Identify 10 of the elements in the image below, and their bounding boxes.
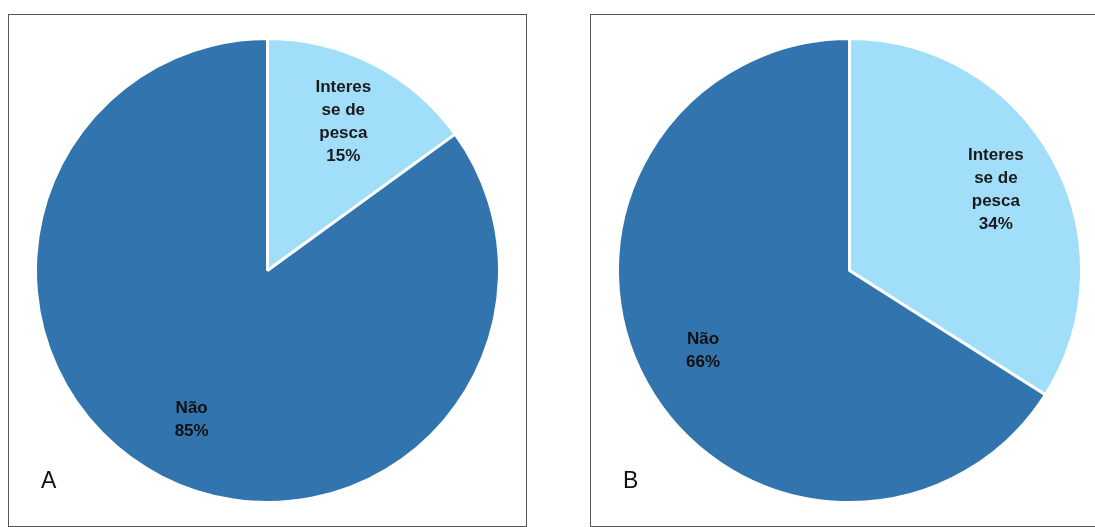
data-label: 15% <box>326 145 361 165</box>
text: B <box>623 467 639 494</box>
data-label: 34% <box>978 214 1013 234</box>
data-label: 66% <box>686 352 721 372</box>
text: A <box>41 467 57 494</box>
data-label: 85% <box>174 420 209 440</box>
slice-label: Interes se de pesca <box>968 145 1024 211</box>
slice-label: Interes se de pesca <box>315 76 372 142</box>
slice-label: Não <box>687 329 720 349</box>
slice-label: Não <box>175 397 208 417</box>
